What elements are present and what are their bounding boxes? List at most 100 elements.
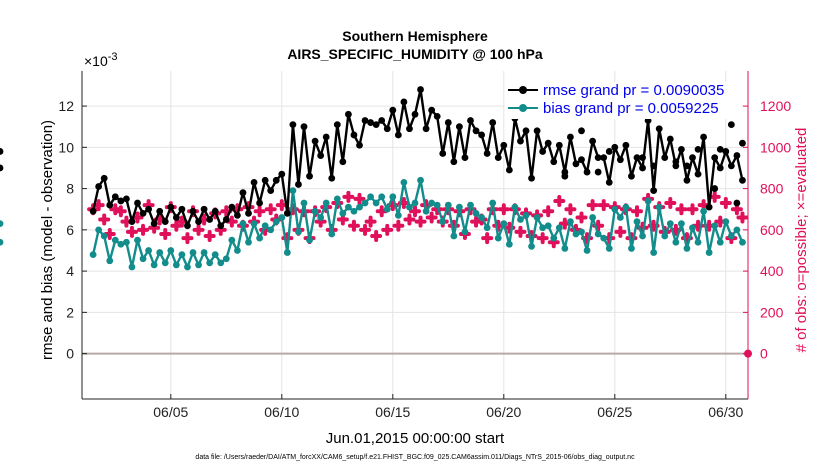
series-rmse-point (95, 183, 103, 190)
evaluated-cross (131, 211, 144, 224)
series-bias-point (345, 203, 352, 211)
series-bias-point (106, 257, 114, 265)
svg-text:×10-3: ×10-3 (84, 51, 118, 69)
evaluated-cross (697, 199, 710, 212)
series-bias-point (389, 193, 397, 201)
evaluated-cross (103, 227, 116, 240)
evaluated-cross (514, 225, 527, 238)
series-rmse-point (378, 117, 386, 124)
series-bias-point (550, 234, 558, 242)
series-rmse-point (639, 154, 646, 162)
series-rmse-point (650, 187, 658, 195)
series-bias-point (322, 199, 330, 207)
series-bias-point (278, 214, 286, 221)
evaluated-cross (575, 211, 588, 224)
series-rmse-point (111, 193, 119, 201)
evaluated-point (342, 190, 355, 203)
series-bias-point (406, 203, 413, 211)
series-rmse-point (200, 205, 208, 213)
series-bias-point (555, 224, 563, 232)
series-rmse-point (605, 178, 613, 186)
y-left-tick-label: 4 (66, 263, 74, 279)
series-bias-point (739, 238, 746, 246)
evaluated-point (481, 232, 494, 245)
series-rmse-point (372, 121, 380, 129)
evaluated-cross (159, 227, 172, 240)
series-bias-point (661, 232, 669, 240)
series-rmse-point (727, 162, 735, 170)
y-axis-left-label: rmse and bias (model - observation) (39, 120, 56, 360)
evaluated-point (586, 199, 599, 212)
series-bias-point (578, 228, 585, 236)
legend-rmse-marker (519, 86, 527, 94)
series-rmse-point (650, 162, 658, 170)
series-bias-point (622, 203, 630, 211)
series-bias-point (489, 199, 497, 207)
series-bias-point (567, 218, 574, 225)
series-bias-point (655, 203, 663, 211)
evaluated-point (103, 227, 116, 240)
evaluated-cross (125, 225, 138, 238)
series-bias-point (605, 245, 613, 252)
series-bias-point (583, 247, 591, 254)
series-bias-point (700, 207, 707, 215)
series-rmse-point (578, 127, 585, 135)
evaluated-point (614, 225, 627, 238)
series-bias-point (528, 242, 535, 250)
evaluated-cross (558, 217, 571, 230)
series-bias-point (678, 220, 685, 228)
series-rmse-point (134, 199, 141, 207)
series-rmse-point (145, 205, 153, 213)
evaluated-point (514, 225, 527, 238)
series-bias-point (267, 226, 275, 234)
series-rmse-point (683, 162, 691, 170)
series-rmse-point (150, 220, 158, 228)
series-rmse-point (605, 148, 613, 155)
series-bias-point (339, 209, 347, 217)
series-rmse-point (433, 112, 441, 120)
series-rmse-point (739, 176, 746, 184)
series-bias-point (722, 218, 730, 225)
series-rmse-point (261, 176, 269, 184)
evaluated-point (597, 199, 610, 212)
series-bias-point (533, 214, 541, 221)
series-bias-point (500, 220, 508, 228)
series-bias-point (139, 255, 147, 263)
x-tick-label: 06/15 (375, 404, 410, 420)
series-bias-point (111, 236, 119, 244)
evaluated-point (497, 203, 510, 216)
series-rmse-point (245, 209, 252, 217)
evaluated-point (253, 205, 266, 218)
evaluated-cross (409, 205, 421, 218)
series-bias-point (350, 207, 358, 215)
series-rmse-point (283, 209, 291, 217)
series-bias-point (0, 238, 4, 246)
series-rmse-point (594, 154, 602, 162)
series-rmse-point (716, 164, 724, 172)
series-rmse-point (655, 125, 663, 133)
series-rmse-point (683, 176, 691, 184)
series-bias-point (394, 212, 402, 219)
series-rmse-point (572, 160, 580, 168)
series-bias-point (172, 261, 180, 269)
series-bias-point (383, 205, 391, 213)
series-rmse-point (700, 133, 707, 141)
evaluated-point (264, 203, 277, 216)
series-rmse-point (345, 110, 352, 118)
series-rmse-point (456, 123, 463, 131)
series-bias-point (628, 245, 635, 252)
series-rmse-point (494, 154, 502, 162)
y-right-tick-label: 800 (760, 181, 784, 197)
series-rmse-point (128, 218, 136, 225)
series-rmse-point (561, 172, 569, 180)
evaluated-point (414, 215, 427, 228)
series-rmse-point (600, 154, 608, 162)
series-rmse-point (206, 216, 214, 223)
evaluated-cross (181, 232, 194, 245)
series-rmse-point (678, 145, 685, 153)
series-bias-point (222, 255, 230, 263)
exponent-power: -3 (108, 51, 118, 63)
series-bias-point (156, 249, 164, 256)
series-bias-point (100, 232, 108, 240)
evaluated-cross (137, 223, 150, 236)
